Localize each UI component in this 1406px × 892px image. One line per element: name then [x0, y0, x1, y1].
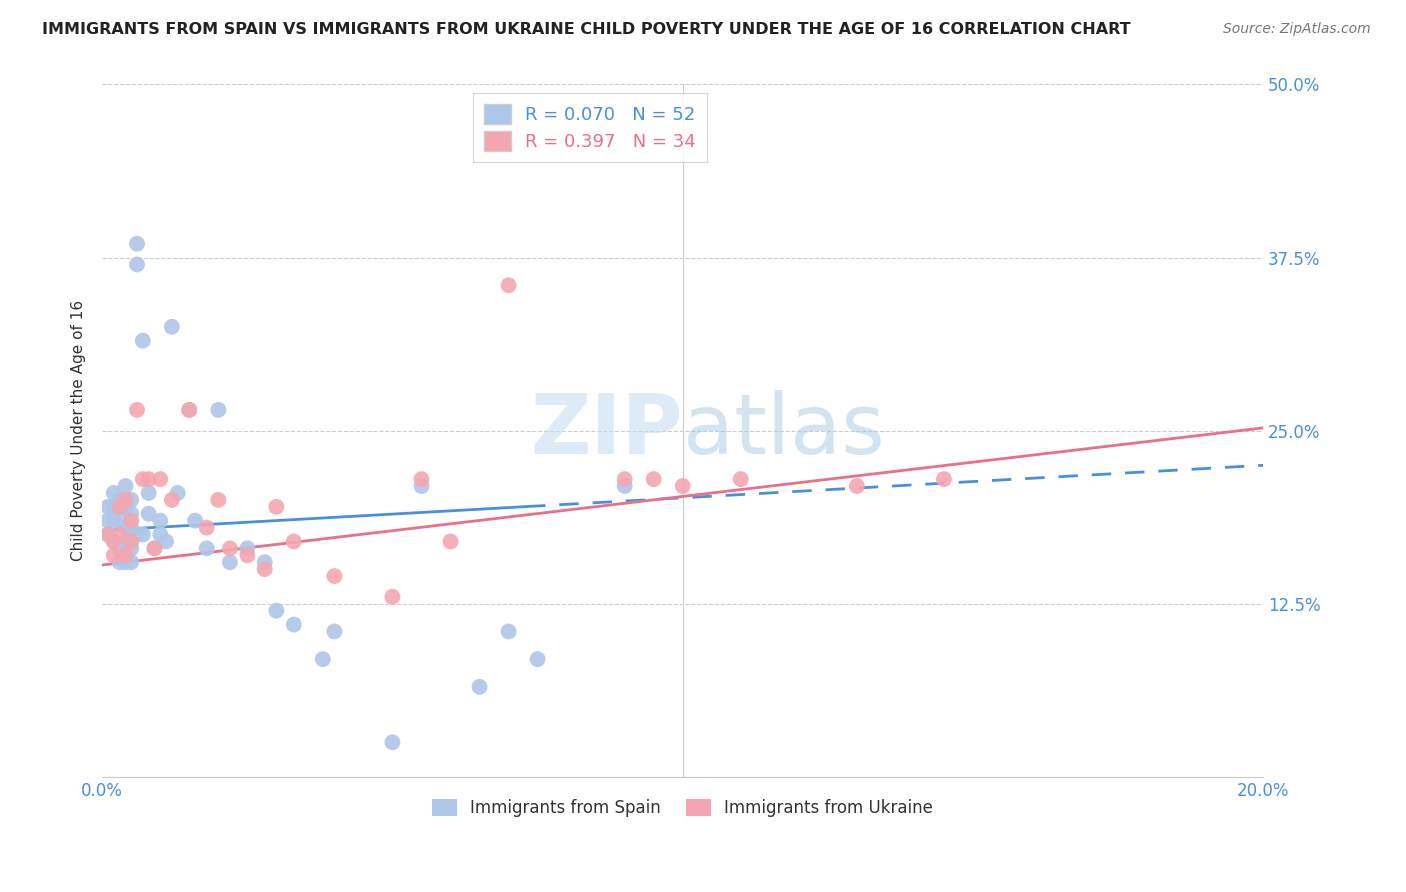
Point — [120, 507, 142, 521]
Point — [323, 569, 346, 583]
Point — [114, 549, 136, 563]
Point — [143, 541, 166, 556]
Point — [526, 652, 548, 666]
Point — [108, 514, 131, 528]
Point — [845, 479, 868, 493]
Text: ZIP: ZIP — [530, 390, 683, 471]
Point — [283, 617, 305, 632]
Point — [114, 500, 136, 514]
Point — [97, 500, 120, 514]
Point — [114, 520, 136, 534]
Point — [103, 500, 125, 514]
Point — [108, 555, 131, 569]
Point — [132, 527, 155, 541]
Point — [498, 278, 520, 293]
Point — [643, 472, 665, 486]
Point — [120, 520, 142, 534]
Point — [138, 472, 160, 486]
Point — [114, 479, 136, 493]
Point — [312, 652, 335, 666]
Point — [132, 334, 155, 348]
Point — [672, 479, 695, 493]
Point — [498, 624, 520, 639]
Point — [138, 507, 160, 521]
Y-axis label: Child Poverty Under the Age of 16: Child Poverty Under the Age of 16 — [72, 300, 86, 561]
Point — [108, 527, 131, 541]
Point — [160, 319, 183, 334]
Point — [97, 527, 120, 541]
Point — [195, 520, 218, 534]
Point — [114, 555, 136, 569]
Point — [125, 403, 148, 417]
Point — [195, 541, 218, 556]
Point — [108, 500, 131, 514]
Point — [253, 555, 276, 569]
Point — [114, 492, 136, 507]
Point — [613, 479, 636, 493]
Legend: Immigrants from Spain, Immigrants from Ukraine: Immigrants from Spain, Immigrants from U… — [426, 792, 941, 824]
Point — [236, 541, 259, 556]
Point — [143, 541, 166, 556]
Text: Source: ZipAtlas.com: Source: ZipAtlas.com — [1223, 22, 1371, 37]
Point — [381, 590, 404, 604]
Point — [125, 236, 148, 251]
Point — [468, 680, 491, 694]
Point — [283, 534, 305, 549]
Point — [103, 514, 125, 528]
Point — [236, 549, 259, 563]
Point — [97, 527, 120, 541]
Point — [138, 486, 160, 500]
Point — [155, 534, 177, 549]
Point — [207, 492, 229, 507]
Point — [253, 562, 276, 576]
Point — [120, 541, 142, 556]
Point — [381, 735, 404, 749]
Point — [103, 549, 125, 563]
Point — [120, 555, 142, 569]
Point — [219, 555, 242, 569]
Point — [114, 534, 136, 549]
Point — [149, 527, 172, 541]
Point — [108, 492, 131, 507]
Point — [120, 514, 142, 528]
Point — [160, 492, 183, 507]
Point — [266, 500, 288, 514]
Point — [125, 527, 148, 541]
Point — [184, 514, 207, 528]
Point — [613, 472, 636, 486]
Point — [266, 604, 288, 618]
Point — [439, 534, 461, 549]
Point — [120, 534, 142, 549]
Point — [108, 541, 131, 556]
Point — [207, 403, 229, 417]
Point — [411, 472, 433, 486]
Point — [730, 472, 752, 486]
Point — [132, 472, 155, 486]
Point — [97, 514, 120, 528]
Point — [149, 472, 172, 486]
Point — [179, 403, 201, 417]
Point — [125, 257, 148, 271]
Point — [108, 500, 131, 514]
Point — [411, 479, 433, 493]
Point — [323, 624, 346, 639]
Point — [179, 403, 201, 417]
Point — [219, 541, 242, 556]
Point — [932, 472, 955, 486]
Point — [103, 534, 125, 549]
Point — [103, 534, 125, 549]
Point — [103, 486, 125, 500]
Point — [149, 514, 172, 528]
Text: IMMIGRANTS FROM SPAIN VS IMMIGRANTS FROM UKRAINE CHILD POVERTY UNDER THE AGE OF : IMMIGRANTS FROM SPAIN VS IMMIGRANTS FROM… — [42, 22, 1130, 37]
Point — [166, 486, 188, 500]
Point — [120, 492, 142, 507]
Text: atlas: atlas — [683, 390, 884, 471]
